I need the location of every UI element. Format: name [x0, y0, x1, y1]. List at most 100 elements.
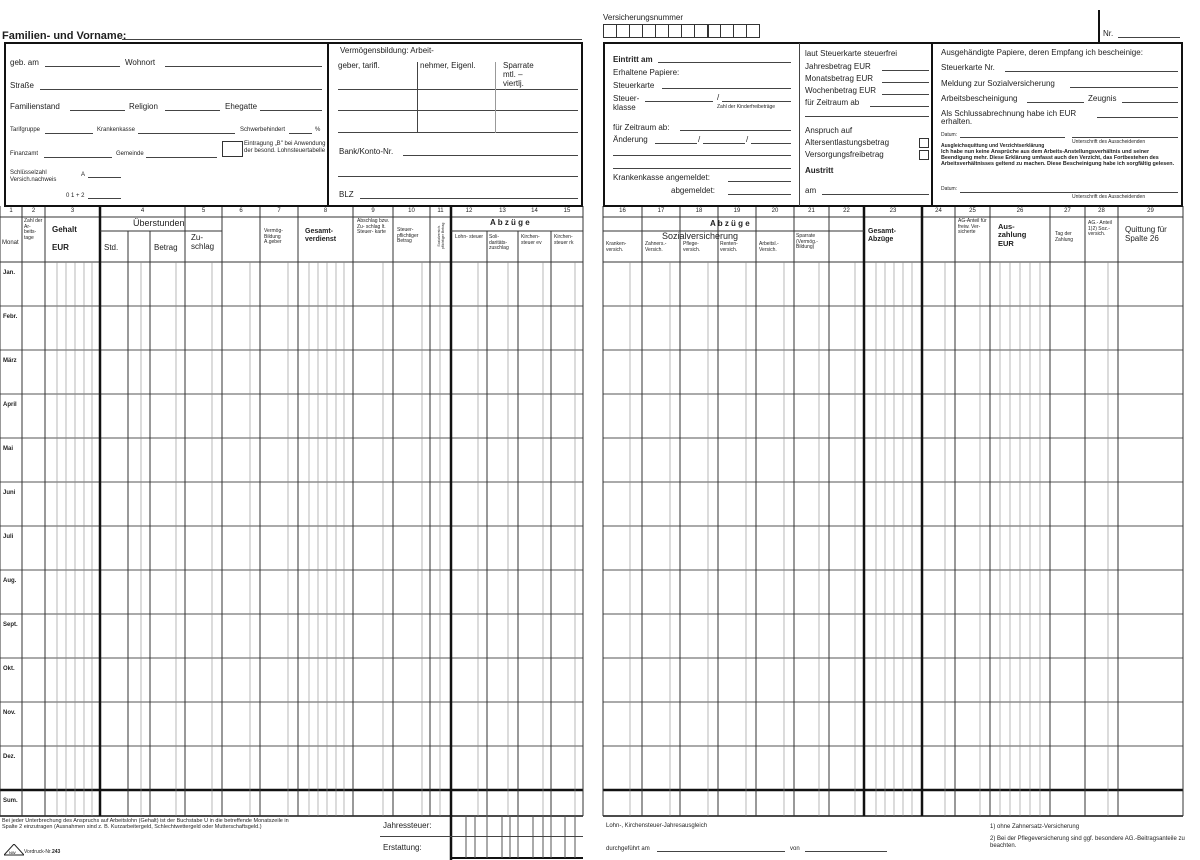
column-number: 21 — [808, 208, 815, 214]
insurance-number-digit-box[interactable] — [720, 24, 734, 38]
column-number: 1 — [9, 208, 13, 214]
column-number: 16 — [619, 208, 626, 214]
slash-3: / — [746, 135, 749, 144]
insurance-number-digit-box[interactable] — [642, 24, 656, 38]
box-divider — [327, 43, 329, 206]
insurance-number-digit-box[interactable] — [616, 24, 630, 38]
dental-header: Zahners.- Versich. — [645, 241, 667, 253]
key-label: Schlüsselzahl Versich.nachweis — [10, 170, 57, 183]
age-relief-checkbox[interactable] — [919, 138, 929, 148]
month-dec: Dez. — [3, 754, 16, 760]
exit-date-label: am — [805, 186, 817, 195]
footnote-1: 1) ohne Zahnersatz-Versicherung — [990, 824, 1080, 830]
annual-adjustment-label: Lohn-, Kirchensteuer-Jahresausgleich — [606, 823, 708, 829]
savings-header: Sparrate (Vermög.- Bildung) — [796, 233, 818, 250]
refund-label: Erstattung: — [383, 843, 422, 852]
monthly-line — [882, 82, 929, 83]
monthly-label: Monatsbetrag EUR — [805, 74, 874, 83]
exit-label: Austritt — [805, 166, 834, 175]
tariff-line — [45, 133, 93, 134]
insurance-number-boxes[interactable] — [603, 24, 760, 38]
column-number: 6 — [239, 208, 243, 214]
health-insurance-line — [138, 133, 235, 134]
insurance-number-digit-box[interactable] — [655, 24, 669, 38]
date2-line — [960, 192, 1178, 193]
pension-allowance-label: Versorgungsfreibetrag — [805, 150, 884, 159]
column-number: 9 — [371, 208, 375, 214]
pension-allowance-checkbox[interactable] — [919, 150, 929, 160]
name-label: Familien- und Vorname: — [2, 30, 127, 42]
payday-header: Tag der Zahlung — [1055, 231, 1074, 243]
insurance-number-label: Versicherungsnummer — [603, 13, 684, 22]
final-settlement-label: Als Schlussabrechnung habe ich EUR — [941, 109, 1077, 118]
tax-office-label: Finanzamt — [10, 151, 39, 157]
papers-label: Erhaltene Papiere: — [613, 68, 680, 77]
column-number: 10 — [408, 208, 415, 214]
income-tax-header: Lohn- steuer — [455, 234, 484, 240]
kk-deregistered-line — [728, 194, 791, 195]
tax-card-nr-label: Steuerkarte Nr. — [941, 63, 995, 72]
insurance-number-digit-box[interactable] — [629, 24, 643, 38]
age-relief-label: Altersentlastungsbetrag — [805, 138, 890, 147]
month-feb: Febr. — [3, 314, 18, 320]
column-number: 5 — [201, 208, 206, 214]
weekly-label: Wochenbetrag EUR — [805, 86, 876, 95]
month-aug: Aug. — [3, 578, 17, 584]
payout-header: Aus- zahlung EUR — [998, 222, 1027, 248]
column-number: 17 — [657, 208, 665, 214]
performed-label: durchgeführt am — [606, 846, 650, 852]
social-report-label: Meldung zur Sozialversicherung — [941, 79, 1055, 88]
street-line — [40, 89, 322, 90]
key-012-line — [88, 198, 121, 199]
change-line-5 — [613, 168, 791, 169]
insurance-number-digit-box[interactable] — [603, 24, 617, 38]
by-label: von — [790, 846, 800, 852]
annual-tax-line — [380, 836, 583, 837]
receipt-header: Quittung für Spalte 26 — [1125, 225, 1167, 243]
change-line-4 — [613, 155, 791, 156]
b-entry-checkbox[interactable] — [222, 141, 243, 157]
date2-label: Datum: — [941, 186, 958, 192]
work-certificate-line — [1027, 102, 1084, 103]
amount-header: Betrag — [154, 243, 178, 252]
employer-social-header: AG.- Anteil 1)2) Soz.- versich. — [1088, 220, 1112, 237]
insurance-number-digit-box[interactable] — [681, 24, 695, 38]
savings-col1: geber, tarifl. — [338, 61, 380, 70]
savings-title: Vermögensbildung: Arbeit- — [340, 46, 434, 55]
month-mar: März — [3, 358, 17, 364]
annual-line — [882, 70, 929, 71]
savings-divider-1 — [417, 62, 418, 133]
publisher-logo: NW — [4, 844, 24, 856]
municipality-line — [146, 157, 217, 158]
tax-office-line — [44, 157, 112, 158]
entry-line — [658, 62, 791, 63]
residence-label: Wohnort — [125, 58, 156, 67]
savings-line-3 — [338, 132, 578, 133]
month-jun: Juni — [3, 490, 16, 496]
solidarity-header: Soli- daritäts- zuschlag — [489, 234, 509, 251]
left-deductions-header: A b z ü g e — [490, 218, 530, 227]
insurance-number-digit-box[interactable] — [707, 24, 721, 38]
church-ev-header: Kirchen- steuer ev — [521, 234, 542, 246]
insurance-number-digit-box[interactable] — [733, 24, 747, 38]
reference-label: Zeugnis — [1088, 94, 1117, 103]
health-insurance-label: Krankenkasse — [97, 127, 136, 133]
blz-label: BLZ — [339, 190, 354, 199]
column-number: 4 — [140, 208, 145, 214]
tax-card-label: Steuerkarte — [613, 81, 655, 90]
column-number: 25 — [969, 208, 976, 214]
birth-line — [45, 66, 120, 67]
religion-line — [165, 110, 220, 111]
period-label: für Zeitraum ab: — [613, 123, 670, 132]
claim-label: Anspruch auf — [805, 126, 853, 135]
b-entry-note: Eintragung „B" bei Anwendung der besond.… — [244, 141, 326, 154]
insurance-number-digit-box[interactable] — [746, 24, 760, 38]
tariff-label: Tarifgruppe — [10, 127, 41, 133]
slash-2: / — [698, 135, 701, 144]
exit-date-line — [822, 194, 929, 195]
waiver-text: Ich habe nun keine Ansprüche aus dem Arb… — [941, 149, 1175, 167]
column-number: 3 — [70, 208, 75, 214]
insurance-number-digit-box[interactable] — [694, 24, 708, 38]
insurance-number-digit-box[interactable] — [668, 24, 682, 38]
month-jan: Jan. — [3, 270, 16, 276]
